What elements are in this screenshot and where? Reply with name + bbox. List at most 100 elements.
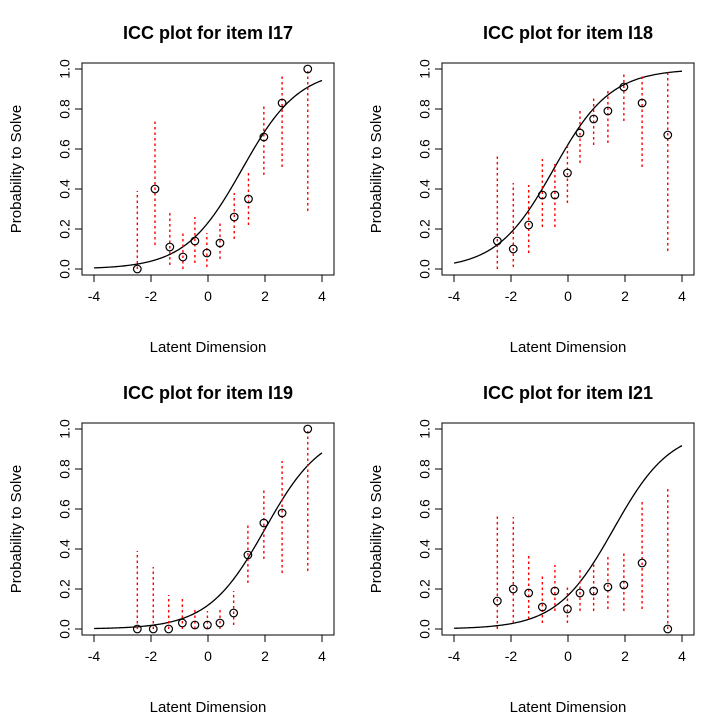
y-tick-label: 0.0 — [417, 619, 433, 639]
y-tick-label: 0.6 — [417, 139, 433, 159]
icc-panel-3: ICC plot for item I19 -4 -2 0 2 4 Latent Dimen… — [8, 383, 335, 716]
y-axis-label: Probability to Solve — [368, 105, 385, 233]
icc-curve — [93, 79, 323, 269]
x-tick-label: 0 — [204, 288, 212, 304]
chart-title: ICC plot for item I21 — [483, 383, 653, 403]
y-axis: 0.0 0.2 0.4 0.6 0.8 1.0 — [417, 419, 443, 639]
data-point — [148, 624, 158, 634]
x-tick-label: -4 — [448, 288, 461, 304]
y-tick-label: 0.6 — [57, 499, 73, 519]
chart-title: ICC plot for item I17 — [123, 23, 293, 43]
y-axis-label: Probability to Solve — [8, 465, 25, 593]
x-tick-label: -2 — [145, 648, 158, 664]
y-tick-label: 0.0 — [57, 619, 73, 639]
data-point — [303, 424, 313, 434]
y-axis: 0.0 0.2 0.4 0.6 0.8 1.0 — [57, 59, 83, 279]
data-point — [190, 620, 200, 630]
x-tick-label: -4 — [88, 648, 101, 664]
data-point — [132, 624, 142, 634]
x-axis: -4 -2 0 2 4 — [448, 634, 686, 664]
data-point — [203, 620, 212, 630]
data-point — [589, 586, 599, 596]
x-tick-label: 4 — [678, 288, 686, 304]
x-axis-label: Latent Dimension — [150, 699, 267, 716]
data-point — [619, 580, 629, 590]
x-tick-label: 4 — [678, 648, 686, 664]
data-point — [165, 242, 175, 252]
y-tick-label: 0.2 — [417, 219, 433, 239]
data-point — [178, 252, 188, 262]
data-point — [508, 244, 518, 254]
plot-box — [81, 422, 335, 636]
x-tick-label: -2 — [505, 288, 518, 304]
data-point — [243, 550, 253, 560]
x-tick-label: -2 — [505, 648, 518, 664]
x-tick-label: -4 — [448, 648, 461, 664]
data-point — [563, 168, 572, 178]
data-point — [229, 608, 239, 618]
icc-panel-1: ICC plot for item I17 -4 -2 0 2 4 Latent Dimen… — [8, 23, 335, 356]
x-tick-label: 0 — [564, 648, 572, 664]
icc-panel-4: ICC plot for item I21 -4 -2 0 2 4 Latent Dimen… — [368, 383, 695, 716]
x-axis: -4 -2 0 2 4 — [448, 274, 686, 304]
x-tick-label: 0 — [204, 648, 212, 664]
y-tick-label: 0.4 — [57, 179, 73, 199]
data-point — [537, 602, 547, 612]
y-tick-label: 0.2 — [57, 579, 73, 599]
data-point — [202, 248, 212, 258]
data-point — [132, 264, 142, 274]
x-tick-label: 2 — [621, 288, 629, 304]
data-point — [550, 190, 560, 200]
y-tick-label: 1.0 — [57, 59, 73, 79]
y-tick-label: 0.0 — [57, 259, 73, 279]
data-point — [619, 82, 629, 92]
x-tick-label: 4 — [318, 288, 326, 304]
y-tick-label: 0.6 — [417, 499, 433, 519]
data-point — [259, 132, 269, 142]
x-axis-label: Latent Dimension — [510, 339, 627, 356]
data-point — [492, 236, 502, 246]
y-axis: 0.0 0.2 0.4 0.6 0.8 1.0 — [57, 419, 83, 639]
y-tick-label: 0.8 — [417, 99, 433, 119]
data-point — [164, 624, 174, 634]
y-tick-label: 0.2 — [417, 579, 433, 599]
y-axis-label: Probability to Solve — [368, 465, 385, 593]
x-axis-label: Latent Dimension — [510, 699, 627, 716]
data-point — [524, 220, 534, 230]
x-tick-label: 0 — [564, 288, 572, 304]
x-tick-label: 2 — [261, 288, 269, 304]
chart-title: ICC plot for item I18 — [483, 23, 653, 43]
icc-curve — [453, 70, 683, 264]
data-point — [508, 584, 518, 594]
y-tick-label: 0.4 — [417, 539, 433, 559]
data-point — [229, 212, 239, 222]
y-tick-label: 0.8 — [57, 99, 73, 119]
data-point — [603, 106, 613, 116]
data-point — [663, 130, 673, 140]
y-tick-label: 0.0 — [417, 259, 433, 279]
data-point — [575, 588, 585, 598]
data-point — [589, 114, 599, 124]
icc-curve — [93, 452, 323, 630]
data-point — [637, 558, 647, 568]
plot-box — [441, 422, 695, 636]
icc-panel-2: ICC plot for item I18 -4 -2 0 2 4 Latent Dimen… — [368, 23, 695, 356]
x-tick-label: 2 — [261, 648, 269, 664]
data-point — [259, 518, 269, 528]
data-point — [563, 604, 572, 614]
x-axis: -4 -2 0 2 4 — [88, 634, 326, 664]
y-tick-label: 0.2 — [57, 219, 73, 239]
data-point — [663, 624, 673, 634]
x-tick-label: -2 — [145, 288, 158, 304]
y-tick-label: 0.8 — [417, 459, 433, 479]
data-point — [492, 596, 502, 606]
data-point — [603, 582, 613, 592]
y-axis: 0.0 0.2 0.4 0.6 0.8 1.0 — [417, 59, 443, 279]
data-point — [177, 618, 187, 628]
y-tick-label: 1.0 — [417, 59, 433, 79]
x-tick-label: 4 — [318, 648, 326, 664]
data-point — [190, 236, 200, 246]
y-tick-label: 1.0 — [417, 419, 433, 439]
data-point — [524, 588, 534, 598]
